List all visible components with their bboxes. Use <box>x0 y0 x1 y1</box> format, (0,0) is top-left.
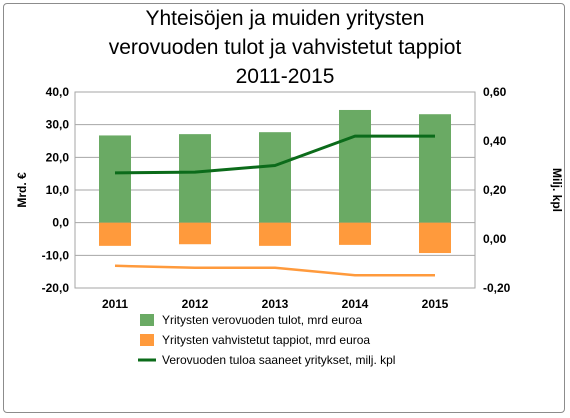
plot-area-border <box>74 91 476 289</box>
y-tick-label: 20,0 <box>46 150 70 164</box>
y-tick-label: -20,0 <box>42 281 70 295</box>
y2-axis-title: Milj. kpl <box>550 168 564 212</box>
y2-tick-label: -0,20 <box>483 281 511 295</box>
x-tick-label: 2013 <box>262 297 289 311</box>
bar <box>339 109 371 223</box>
x-tick-label: 2011 <box>102 297 128 311</box>
y2-tick-label: 0,40 <box>483 134 507 148</box>
bar <box>99 135 131 223</box>
series-line <box>114 134 435 175</box>
y2-tick-label: 0,60 <box>483 85 507 99</box>
y-axis-title: Mrd. € <box>15 172 29 208</box>
y-tick-label: 10,0 <box>46 183 70 197</box>
bar <box>179 222 211 245</box>
bar <box>179 134 211 223</box>
chart-title: Yhteisöjen ja muiden yritysten verovuode… <box>108 7 462 88</box>
bar <box>419 114 451 223</box>
legend-swatch <box>140 334 154 346</box>
y2-tick-label: 0,00 <box>483 232 507 246</box>
bar <box>99 222 131 246</box>
y-tick-label: 40,0 <box>46 85 70 99</box>
bar <box>339 222 371 245</box>
legend-label: Yritysten verovuoden tulot, mrd euroa <box>162 313 362 327</box>
series-line <box>114 264 435 277</box>
bar <box>259 132 291 223</box>
y-tick-label: 0,0 <box>52 216 69 230</box>
legend-swatch <box>140 314 154 326</box>
x-tick-label: 2014 <box>342 297 369 311</box>
y2-tick-label: 0,20 <box>483 183 507 197</box>
legend-label: Yritysten vahvistetut tappiot, mrd euroa <box>162 333 370 347</box>
bar <box>419 222 451 254</box>
legend-label: Verovuoden tuloa saaneet yritykset, milj… <box>162 353 395 367</box>
y-tick-label: 30,0 <box>46 118 70 132</box>
bar <box>259 222 291 246</box>
x-tick-label: 2015 <box>422 297 449 311</box>
x-tick-label: 2012 <box>182 297 209 311</box>
y-tick-label: -10,0 <box>42 248 70 262</box>
